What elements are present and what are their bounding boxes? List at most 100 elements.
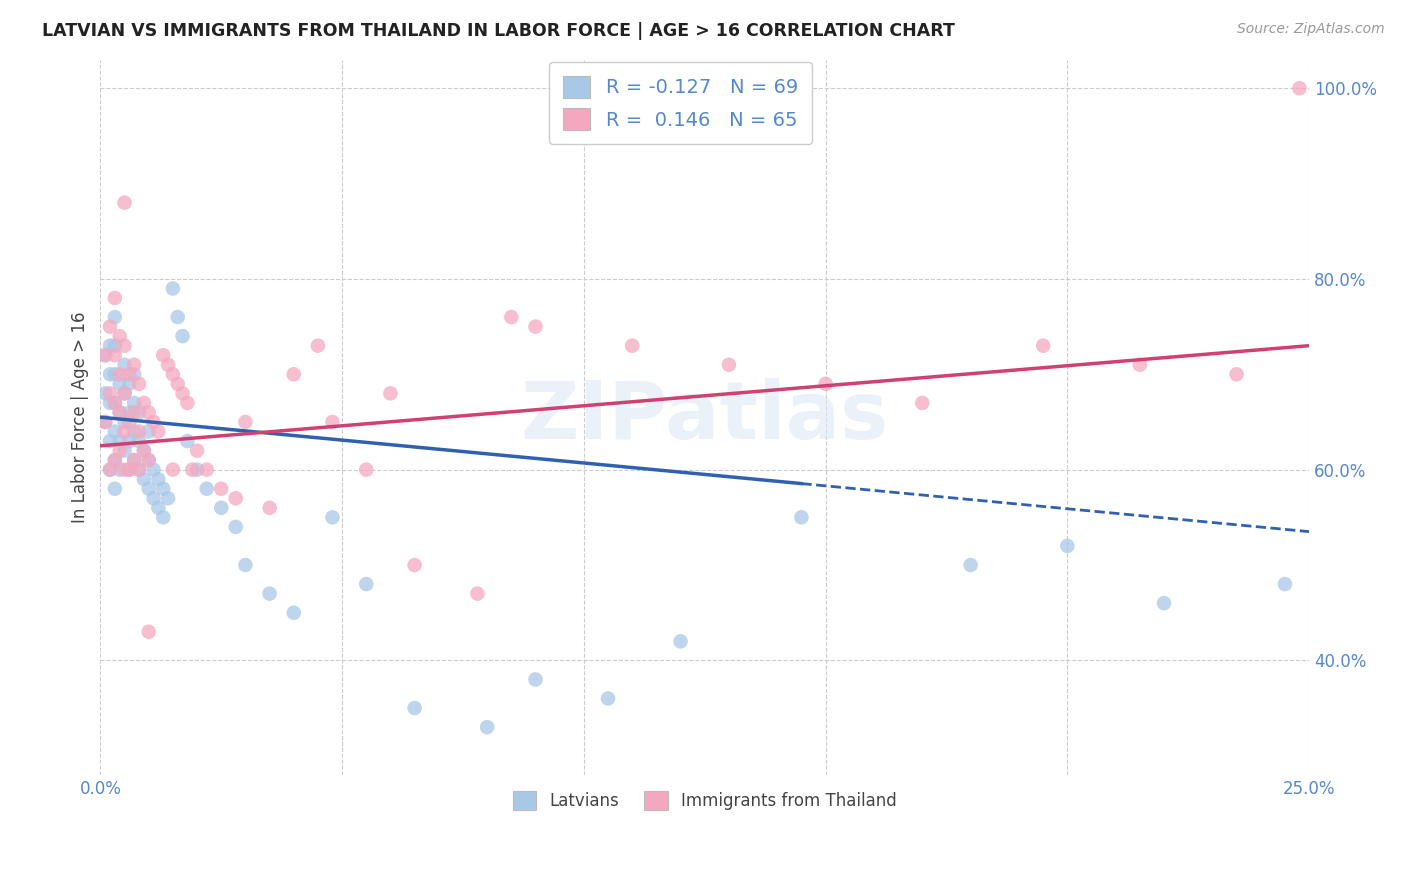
Point [98,396,121,410]
Point [108,443,131,458]
Point [596,691,619,706]
Point [118,463,141,477]
Point [138,405,160,419]
Point [104,348,127,362]
Point [118,415,141,429]
Point [172,329,194,343]
Point [118,463,141,477]
Point [104,453,127,467]
Point [209,482,232,496]
Legend: Latvians, Immigrants from Thailand: Latvians, Immigrants from Thailand [506,784,903,816]
Point [911,396,934,410]
Point [162,463,184,477]
Point [959,558,981,572]
Point [356,577,378,591]
Point [108,368,131,382]
Point [98,386,121,401]
Point [104,453,127,467]
Point [104,339,127,353]
Point [621,339,644,353]
Point [172,386,194,401]
Point [235,415,257,429]
Point [186,443,208,458]
Point [94,348,117,362]
Text: Source: ZipAtlas.com: Source: ZipAtlas.com [1237,22,1385,37]
Point [114,386,136,401]
Point [152,348,174,362]
Point [138,453,160,467]
Text: ZIPatlas: ZIPatlas [520,378,889,456]
Point [114,463,136,477]
Point [142,463,165,477]
Point [404,558,426,572]
Point [122,453,145,467]
Point [142,491,165,506]
Point [98,463,121,477]
Point [114,425,136,439]
Point [524,319,547,334]
Point [98,463,121,477]
Point [114,443,136,458]
Text: LATVIAN VS IMMIGRANTS FROM THAILAND IN LABOR FORCE | AGE > 16 CORRELATION CHART: LATVIAN VS IMMIGRANTS FROM THAILAND IN L… [42,22,955,40]
Point [142,415,165,429]
Point [380,386,402,401]
Point [307,339,329,353]
Point [118,405,141,419]
Point [94,348,117,362]
Point [467,587,489,601]
Point [132,472,155,486]
Point [1288,81,1310,95]
Point [148,425,170,439]
Point [122,405,145,419]
Point [259,500,281,515]
Point [118,434,141,448]
Point [108,376,131,391]
Point [128,434,150,448]
Point [195,482,218,496]
Point [181,463,204,477]
Point [104,425,127,439]
Point [225,520,247,534]
Point [1032,339,1054,353]
Point [138,425,160,439]
Point [321,510,343,524]
Point [138,624,160,639]
Point [790,510,813,524]
Point [283,606,305,620]
Point [166,376,188,391]
Point [176,396,198,410]
Point [98,339,121,353]
Point [104,310,127,324]
Point [104,396,127,410]
Point [108,434,131,448]
Point [524,673,547,687]
Point [148,500,170,515]
Point [108,329,131,343]
Point [166,310,188,324]
Point [118,376,141,391]
Point [104,482,127,496]
Point [94,415,117,429]
Point [122,453,145,467]
Point [114,358,136,372]
Y-axis label: In Labor Force | Age > 16: In Labor Force | Age > 16 [72,311,89,523]
Point [98,434,121,448]
Point [501,310,523,324]
Point [114,195,136,210]
Point [94,415,117,429]
Point [356,463,378,477]
Point [128,425,150,439]
Point [138,482,160,496]
Point [717,358,740,372]
Point [104,291,127,305]
Point [669,634,692,648]
Point [404,701,426,715]
Point [132,443,155,458]
Point [176,434,198,448]
Point [98,319,121,334]
Point [186,463,208,477]
Point [283,368,305,382]
Point [122,425,145,439]
Point [122,368,145,382]
Point [108,463,131,477]
